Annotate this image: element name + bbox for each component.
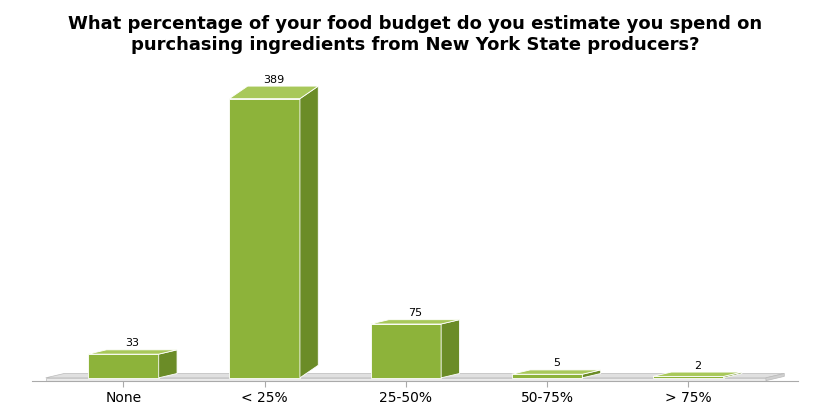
Polygon shape xyxy=(512,374,583,378)
Polygon shape xyxy=(370,324,441,378)
Text: 33: 33 xyxy=(125,339,139,349)
Text: 389: 389 xyxy=(263,75,285,85)
Polygon shape xyxy=(441,320,460,378)
Polygon shape xyxy=(229,99,300,378)
Polygon shape xyxy=(370,320,460,324)
Title: What percentage of your food budget do you estimate you spend on
purchasing ingr: What percentage of your food budget do y… xyxy=(68,15,762,54)
Text: 2: 2 xyxy=(694,361,701,370)
Polygon shape xyxy=(88,350,177,354)
Polygon shape xyxy=(512,370,601,374)
Polygon shape xyxy=(766,373,784,381)
Polygon shape xyxy=(229,86,318,99)
Polygon shape xyxy=(583,370,601,378)
Text: 5: 5 xyxy=(553,359,559,368)
Polygon shape xyxy=(159,350,177,378)
Polygon shape xyxy=(300,86,318,378)
Polygon shape xyxy=(46,378,766,381)
Text: 75: 75 xyxy=(408,308,422,318)
Polygon shape xyxy=(653,372,742,376)
Polygon shape xyxy=(88,354,159,378)
Polygon shape xyxy=(46,373,784,378)
Polygon shape xyxy=(653,376,724,378)
Polygon shape xyxy=(724,372,742,378)
